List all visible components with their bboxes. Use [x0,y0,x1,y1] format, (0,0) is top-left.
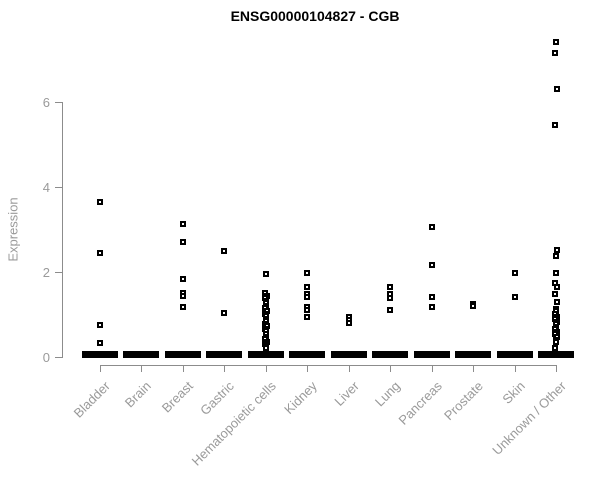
data-point [179,275,186,282]
y-tick-label: 4 [42,179,50,195]
x-tick [514,365,516,372]
data-point [387,307,394,314]
data-point [552,339,559,346]
data-point [179,292,186,299]
data-point [262,271,269,278]
data-point [179,221,186,228]
zero-points-bar [372,351,409,358]
data-point [551,344,558,351]
y-tick [55,101,62,103]
zero-points-bar [455,351,492,358]
zero-points-bar [496,351,533,358]
x-tick [100,365,101,372]
data-point [262,345,269,352]
data-point [345,320,352,327]
data-point [304,314,311,321]
data-point [387,294,394,301]
data-point [552,270,559,277]
x-tick [224,365,226,372]
y-tick-label: 0 [42,350,50,365]
x-tick-label: Unknown / Other [489,378,569,458]
data-point [304,294,311,301]
zero-points-bar [289,351,326,358]
data-point [552,39,559,46]
data-point [97,250,103,257]
data-point [97,321,103,328]
data-point [428,224,435,231]
data-point [97,198,103,205]
zero-points-bar [413,351,450,358]
y-tick [55,271,62,273]
y-tick [55,357,62,358]
data-point [428,294,435,301]
data-point [179,239,186,246]
x-tick [348,365,350,372]
data-point [553,298,560,305]
zero-points-bar [123,351,160,358]
data-point [554,284,561,291]
data-point [179,303,186,310]
zero-points-bar [330,351,367,358]
x-tick [265,365,267,372]
x-tick [182,365,184,372]
x-tick [473,365,475,372]
zero-points-bar [537,351,574,358]
data-point [552,252,559,259]
data-point [511,294,518,301]
data-point [552,291,559,298]
x-tick [431,365,433,372]
data-point [511,270,518,277]
data-point [97,339,103,346]
y-tick-label: 2 [42,264,50,280]
data-point [428,303,435,310]
data-point [551,50,558,57]
data-point [553,247,560,254]
data-point [304,283,311,290]
data-point [554,85,561,92]
zero-points-bar [206,351,243,358]
zero-points-bar [247,351,284,358]
data-point [428,262,435,269]
data-point [304,269,311,276]
x-axis-line [100,365,557,366]
x-tick [390,365,392,372]
data-point [552,122,559,129]
zero-points-bar [164,351,201,358]
y-axis-line [62,101,63,358]
data-point [304,307,311,314]
data-point [221,309,228,316]
y-axis-label: Expression [5,197,21,262]
data-point [221,248,228,255]
zero-points-bar [82,351,118,358]
x-tick [555,365,557,372]
chart-title: ENSG00000104827 - CGB [230,8,400,24]
x-tick [141,365,143,372]
x-tick [307,365,309,372]
data-point [470,303,477,310]
data-point [387,283,394,290]
y-tick [55,186,62,188]
y-tick-label: 6 [42,94,50,110]
